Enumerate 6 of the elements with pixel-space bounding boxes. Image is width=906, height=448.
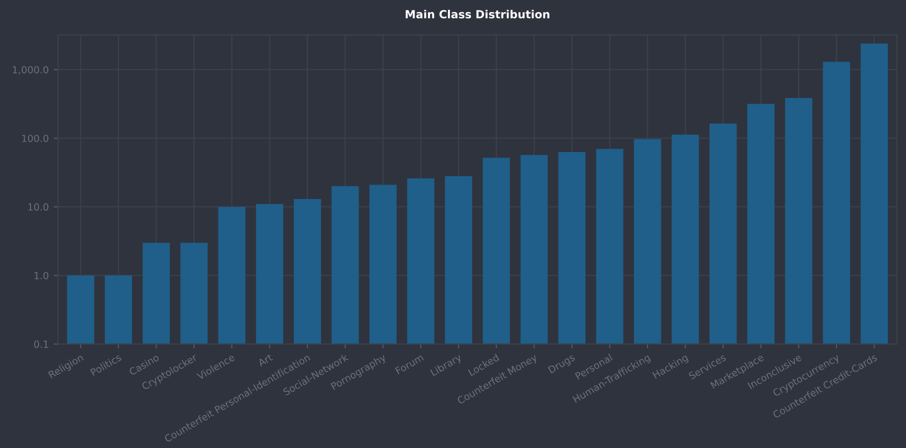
y-tick-label: 100.0 (22, 134, 48, 142)
y-tick-label: 10.0 (28, 203, 48, 211)
chart-title: Main Class Distribution (406, 10, 550, 18)
y-tick-label: 0.1 (34, 340, 48, 348)
y-tick-label: 1.0 (34, 272, 48, 280)
y-tick-label: 1,000.0 (12, 66, 48, 74)
